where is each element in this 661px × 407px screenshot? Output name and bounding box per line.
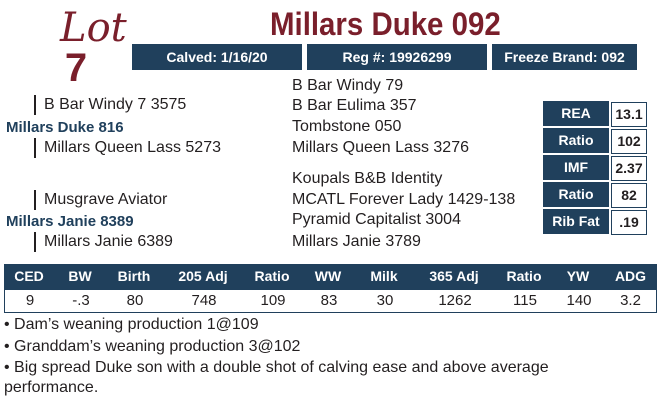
header-bw: BW [68, 268, 92, 284]
lot-number: 7 [64, 46, 88, 90]
value-bw: -.3 [72, 292, 90, 309]
header-yw: YW [566, 268, 590, 284]
value-milk: 30 [376, 292, 394, 309]
dam-dam: Millars Janie 6389 [34, 232, 173, 252]
note-description: • Big spread Duke son with a double shot… [4, 359, 549, 396]
note-granddam-weaning: • Granddam’s weaning production 3@102 [4, 338, 301, 355]
freeze-brand: Freeze Brand: 092 [492, 44, 637, 70]
header-ratio-205: Ratio [254, 268, 290, 284]
imf-label: IMF [543, 155, 609, 180]
value-adg: 3.2 [620, 292, 641, 309]
imf-value: 2.37 [611, 156, 647, 181]
sire-dam: Millars Queen Lass 5273 [34, 138, 221, 158]
value-ratio-205: 109 [260, 292, 286, 309]
header-365-adj: 365 Adj [429, 268, 479, 284]
header-ww: WW [314, 268, 342, 284]
value-365-adj: 1262 [438, 292, 472, 309]
header-birth: Birth [117, 268, 151, 284]
rib-fat-value: .19 [611, 210, 647, 235]
dam-sire: Musgrave Aviator [34, 190, 167, 210]
header-adg: ADG [614, 268, 647, 284]
header-205-adj: 205 Adj [178, 268, 228, 284]
value-ww: 83 [320, 292, 338, 309]
dam-dam-sire: Pyramid Capitalist 3004 [292, 211, 461, 228]
dam: Millars Janie 8389 [6, 213, 134, 230]
dam-sire-sire: Koupals B&B Identity [292, 170, 443, 187]
value-birth: 80 [126, 292, 144, 309]
sire-sire: B Bar Windy 7 3575 [34, 95, 186, 115]
imf-ratio-label: Ratio [543, 182, 609, 207]
calved-date: Calved: 1/16/20 [132, 44, 302, 70]
dam-sire-dam: MCATL Forever Lady 1429-138 [292, 191, 516, 208]
animal-name: Millars Duke 092 [270, 6, 501, 42]
sire-dam-dam: Millars Queen Lass 3276 [292, 139, 469, 156]
rib-fat-label: Rib Fat [543, 209, 609, 234]
sire-sire-sire: B Bar Windy 79 [292, 77, 404, 94]
header-ratio-365: Ratio [506, 268, 542, 284]
header-ced: CED [14, 268, 44, 284]
value-ratio-365: 115 [513, 292, 537, 309]
value-yw: 140 [566, 292, 592, 309]
rea-ratio-label: Ratio [543, 128, 609, 153]
sire-dam-sire: Tombstone 050 [292, 118, 402, 135]
sire: Millars Duke 816 [6, 119, 124, 136]
rea-value: 13.1 [611, 102, 647, 127]
rea-label: REA [543, 101, 609, 126]
sire-sire-dam: B Bar Eulima 357 [292, 97, 417, 114]
lot-label: Lot [60, 5, 127, 51]
rea-ratio-value: 102 [611, 129, 647, 154]
dam-dam-dam: Millars Janie 3789 [292, 233, 421, 250]
imf-ratio-value: 82 [611, 183, 647, 208]
registration-number: Reg #: 19926299 [307, 44, 487, 70]
performance-header-row: CED BW Birth 205 Adj Ratio WW Milk 365 A… [4, 264, 657, 289]
note-dam-weaning: • Dam’s weaning production 1@109 [4, 316, 259, 333]
performance-value-row: 9 -.3 80 748 109 83 30 1262 115 140 3.2 [4, 289, 657, 313]
value-ced: 9 [25, 292, 35, 309]
value-205-adj: 748 [191, 292, 217, 309]
header-milk: Milk [370, 268, 398, 284]
